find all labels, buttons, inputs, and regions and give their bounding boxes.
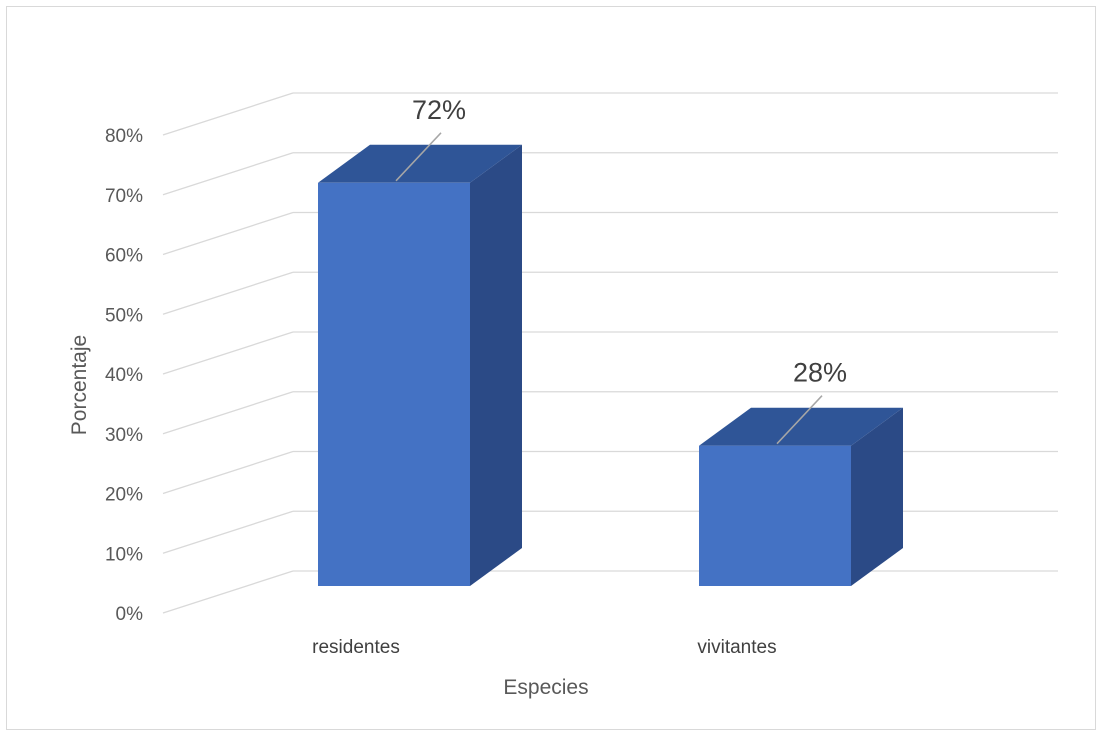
bar-side (851, 407, 903, 586)
gridline-diagonal (162, 570, 294, 614)
y-tick-label: 30% (105, 425, 143, 446)
y-tick-label: 80% (105, 126, 143, 147)
gridline-diagonal (162, 271, 294, 315)
bar-top (318, 144, 522, 183)
bar-side (470, 144, 522, 587)
y-tick-label: 20% (105, 485, 143, 506)
bars: 72% 28% (318, 95, 903, 587)
bar-front (699, 445, 851, 586)
x-category-label: residentes (312, 637, 400, 658)
data-label: 72% (412, 95, 466, 125)
gridline-diagonal (162, 450, 294, 495)
gridline-diagonal (162, 391, 294, 435)
bar-vivitantes: 28% (699, 358, 903, 586)
y-tick-label: 0% (116, 604, 144, 625)
data-label-leader (395, 132, 442, 182)
gridline-diagonal (162, 510, 294, 554)
gridline-diagonal (162, 152, 294, 196)
gridlines (162, 92, 1058, 614)
data-label: 28% (793, 358, 847, 388)
gridline-diagonal (162, 331, 294, 375)
y-tick-label: 40% (105, 365, 143, 386)
gridline-diagonal (162, 92, 294, 136)
gridline-diagonal (162, 211, 294, 256)
bar-residentes: 72% (318, 95, 522, 587)
bar-front (318, 182, 470, 587)
x-category-label: vivitantes (697, 637, 776, 658)
y-tick-label: 10% (105, 544, 143, 565)
y-axis-ticks: 0% 10% 20% 30% 40% 50% 60% 70% 80% (105, 126, 143, 625)
y-tick-label: 50% (105, 305, 143, 326)
x-axis-categories: residentes vivitantes (312, 637, 776, 658)
y-axis-title: Porcentaje (68, 335, 91, 435)
x-axis-title: Especies (503, 676, 588, 699)
y-tick-label: 60% (105, 246, 143, 267)
y-tick-label: 70% (105, 186, 143, 207)
bar-top (699, 407, 903, 446)
data-label-leader (776, 395, 823, 445)
